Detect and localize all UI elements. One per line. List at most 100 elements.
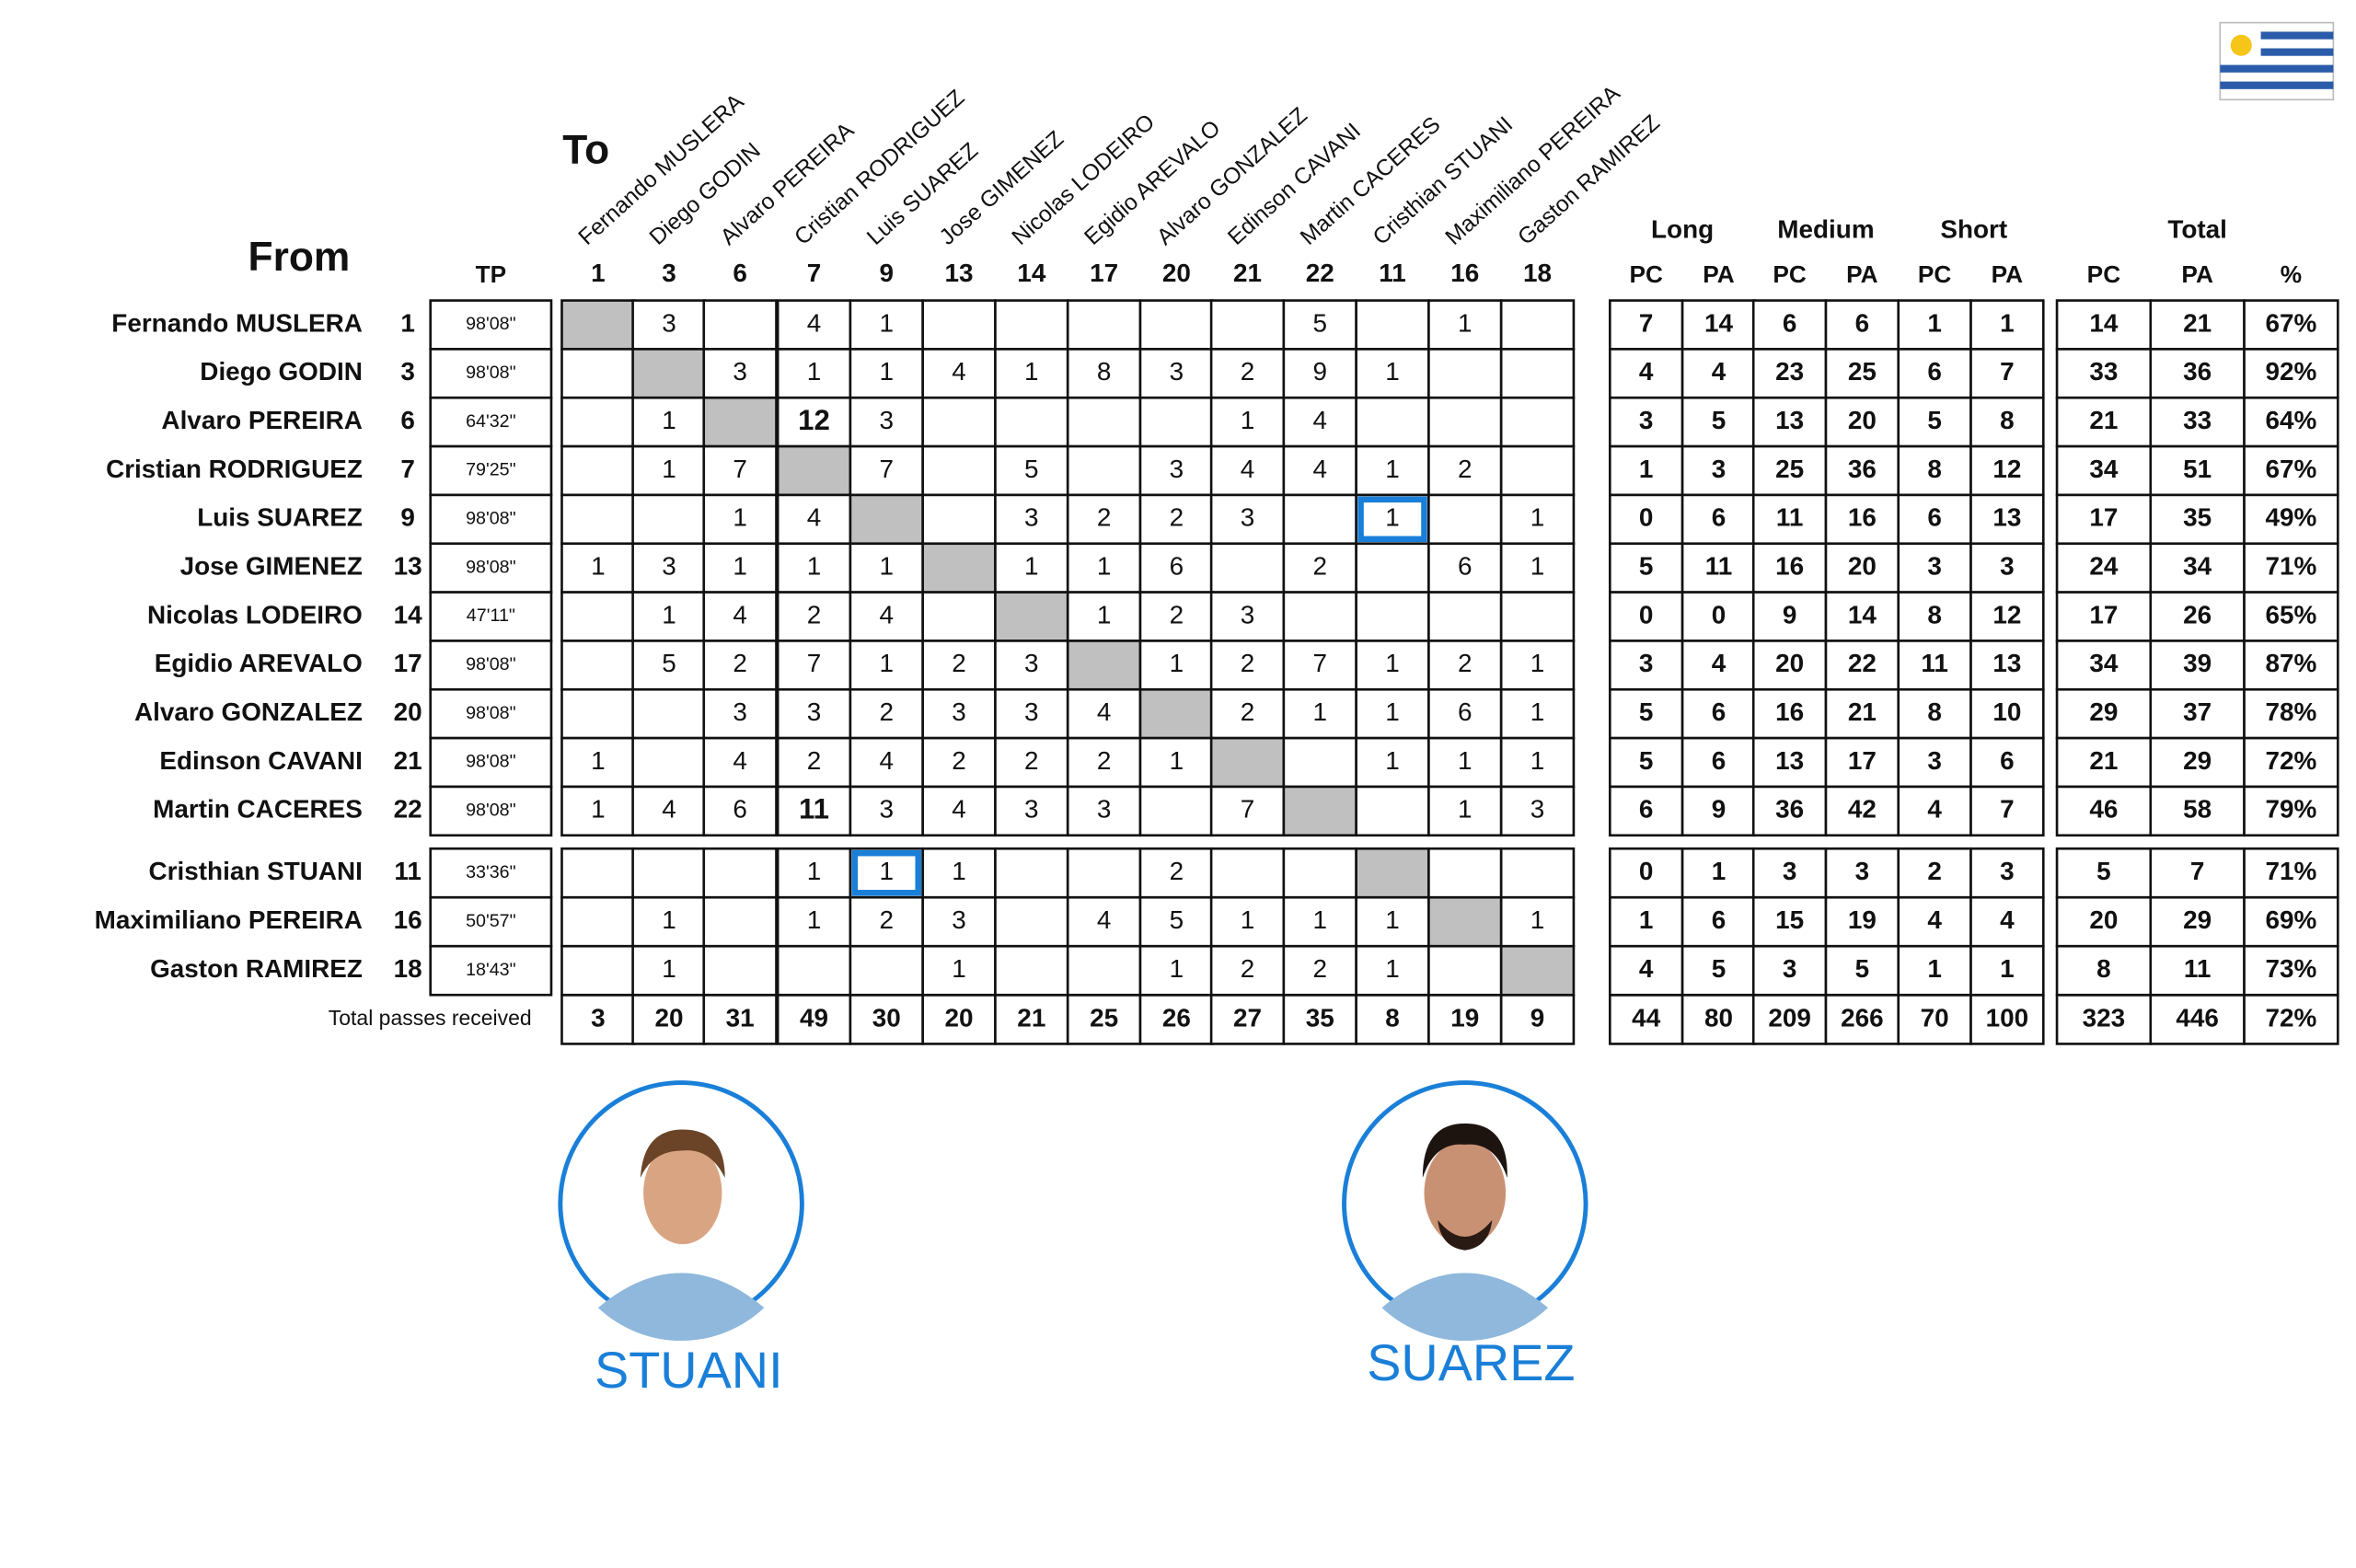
stat-value: 6	[2000, 746, 2015, 775]
pass-cell	[849, 493, 924, 546]
stat-value: 35	[2183, 503, 2212, 532]
group-header: Long	[1651, 214, 1714, 243]
stat-value: 6	[1712, 503, 1727, 532]
pass-count: 1	[807, 905, 822, 934]
time-played: 98'08"	[466, 314, 516, 334]
recipient-number: 6	[733, 259, 747, 287]
stat-value: 6	[1712, 698, 1727, 726]
player-name: Martin CACERES	[153, 795, 363, 824]
stat-value: 44	[1632, 1003, 1661, 1032]
player-number: 16	[394, 905, 422, 934]
pass-count: 27	[1233, 1003, 1262, 1032]
group-header: Medium	[1777, 214, 1874, 243]
stat-value: 67%	[2266, 455, 2317, 483]
stat-cell	[1897, 994, 1972, 1045]
stat-value: 1	[1639, 905, 1654, 934]
pass-cell	[1209, 299, 1286, 351]
pass-count: 1	[1024, 357, 1039, 386]
stat-value: 9	[1783, 600, 1797, 628]
stat-cell	[1609, 895, 1684, 948]
stat-cell	[1751, 736, 1828, 789]
subheader: PA	[2181, 260, 2213, 288]
stat-cell	[1609, 785, 1684, 837]
stat-value: 16	[1775, 698, 1804, 726]
pass-count: 1	[1458, 746, 1472, 775]
stat-value: 71%	[2266, 552, 2317, 581]
time-played: 18'43"	[466, 960, 516, 980]
stat-value: 11	[1705, 552, 1732, 581]
stat-cell	[1751, 994, 1828, 1045]
tp-cell	[429, 736, 553, 789]
player-number: 3	[400, 357, 415, 386]
stat-value: 1	[2000, 954, 2015, 983]
stat-value: 29	[2183, 905, 2212, 934]
stat-value: 33	[2089, 357, 2118, 386]
pass-count: 1	[880, 357, 895, 386]
stat-value: 5	[1712, 954, 1727, 983]
pass-count: 2	[1312, 954, 1327, 983]
pass-count: 3	[952, 698, 966, 726]
stat-cell	[1751, 396, 1828, 448]
stat-cell	[2149, 396, 2246, 448]
pass-count: 1	[807, 552, 822, 581]
pass-count: 1	[880, 552, 895, 581]
stat-cell	[1969, 785, 2045, 837]
recipient-number: 17	[1090, 259, 1118, 287]
pass-count: 4	[952, 795, 966, 824]
pass-cell	[849, 736, 924, 789]
pass-cell	[1066, 736, 1142, 789]
stat-cell	[2055, 348, 2153, 399]
subheader: PC	[1918, 260, 1952, 288]
pass-cell	[849, 944, 924, 997]
pass-cell	[994, 736, 1069, 789]
pass-count: 3	[1241, 503, 1255, 532]
pass-count: 1	[662, 600, 676, 628]
stat-value: 21	[1848, 698, 1877, 726]
pass-count: 1	[880, 857, 895, 885]
pass-count: 4	[733, 746, 747, 775]
pass-count: 7	[1312, 649, 1327, 677]
stat-cell	[2055, 444, 2153, 497]
player-number: 11	[394, 857, 421, 885]
stat-value: 11	[1776, 503, 1803, 532]
pass-cell	[1499, 895, 1576, 948]
pass-cell	[1138, 591, 1215, 642]
pass-count: 3	[880, 406, 895, 434]
pass-cell	[1427, 847, 1503, 899]
pass-cell	[1282, 785, 1357, 837]
pass-count: 2	[1312, 552, 1327, 581]
stat-value: 6	[1855, 308, 1870, 337]
stat-cell	[2149, 493, 2246, 546]
tp-cell	[429, 687, 553, 740]
recipient-number: 13	[945, 259, 974, 287]
stat-cell	[2243, 640, 2339, 691]
pass-cell	[849, 348, 924, 399]
pass-cell	[702, 736, 778, 789]
stat-cell	[1897, 785, 1972, 837]
stat-value: 12	[1992, 455, 2021, 483]
stat-value: 17	[2089, 503, 2118, 532]
time-played: 79'25"	[466, 460, 516, 480]
pass-cell	[1499, 640, 1576, 691]
pass-cell	[776, 396, 852, 448]
pass-count: 1	[662, 905, 676, 934]
pass-count: 6	[1170, 552, 1184, 581]
stat-value: 4	[1639, 357, 1654, 386]
pass-cell	[776, 687, 852, 740]
stat-value: 17	[2089, 600, 2118, 628]
pass-cell	[1499, 444, 1576, 497]
stat-value: 3	[1639, 406, 1654, 434]
pass-count: 1	[1097, 552, 1112, 581]
recipient-number: 1	[591, 259, 606, 287]
tp-cell	[429, 542, 553, 594]
pass-cell	[1282, 493, 1357, 546]
stat-value: 14	[2089, 308, 2119, 337]
pass-count: 1	[807, 357, 822, 386]
stat-value: 71%	[2266, 857, 2317, 885]
highlight	[1357, 496, 1427, 543]
pass-cell	[560, 944, 636, 997]
tp-cell	[429, 348, 553, 399]
to-label: To	[562, 127, 609, 172]
pass-count: 4	[733, 600, 747, 628]
